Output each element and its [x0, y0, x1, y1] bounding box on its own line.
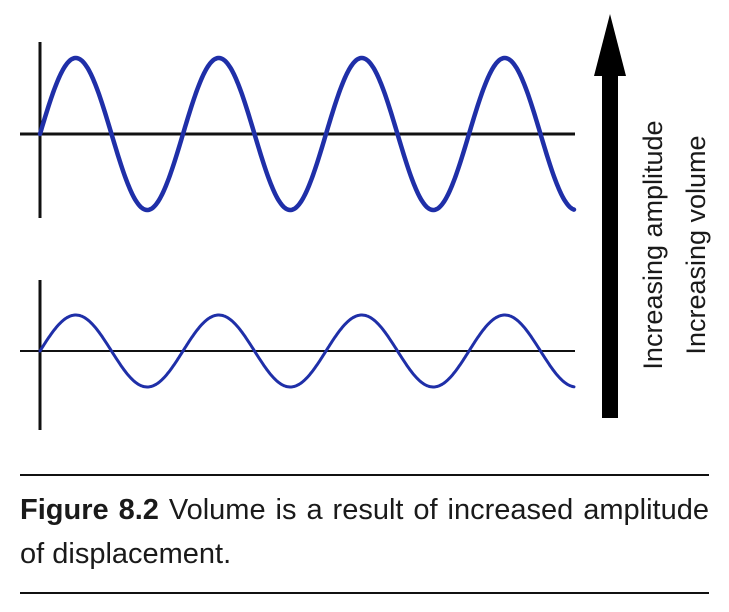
small-amplitude-wave-plot — [20, 280, 576, 430]
increasing-arrow — [594, 14, 626, 418]
large-amplitude-wave — [37, 55, 577, 213]
large-amplitude-wave-plot — [20, 42, 577, 218]
arrow-label-amplitude: Increasing amplitude — [638, 120, 668, 369]
small-amplitude-wave — [38, 313, 576, 389]
arrow-shaft — [602, 72, 618, 418]
caption-bottom-rule — [20, 592, 709, 594]
caption-top-rule — [20, 474, 709, 476]
arrow-label-volume: Increasing volume — [681, 135, 711, 354]
figure-caption: Figure 8.2 Volume is a result of increas… — [20, 488, 709, 576]
figure-drawing: Increasing amplitude Increasing volume — [20, 14, 711, 430]
figure: Increasing amplitude Increasing volume — [20, 14, 711, 430]
figure-label: Figure 8.2 — [20, 494, 159, 526]
arrow-head-icon — [594, 14, 626, 76]
caption-text: Volume is a result of increased amplitud… — [20, 494, 709, 570]
